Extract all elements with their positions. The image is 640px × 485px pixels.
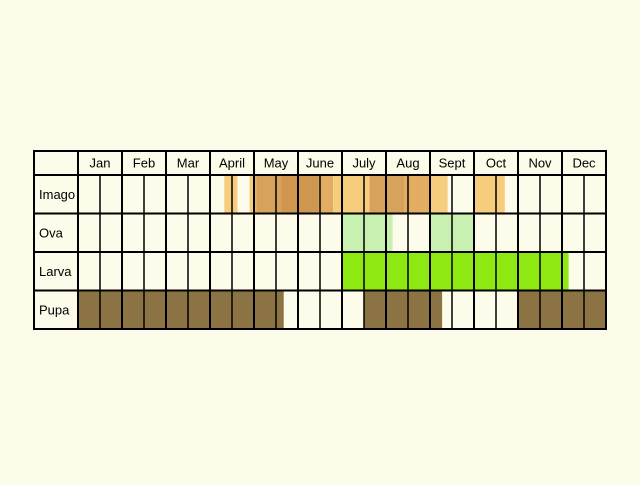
month-header-aug: Aug xyxy=(396,156,419,171)
month-header-nov: Nov xyxy=(528,156,552,171)
row-label-larva: Larva xyxy=(39,264,72,279)
imago-period-bar xyxy=(474,175,505,214)
row-label-pupa: Pupa xyxy=(39,302,70,317)
month-header-july: July xyxy=(352,156,376,171)
imago-period-bar xyxy=(318,175,334,214)
imago-period-bar xyxy=(224,175,238,214)
imago-period-bar xyxy=(255,175,257,214)
imago-period-bar xyxy=(281,175,319,214)
month-header-dec: Dec xyxy=(572,156,596,171)
month-header-sept: Sept xyxy=(439,156,466,171)
table-labels: Jan Feb Mar April May June July Aug Sept Oct Nov De… xyxy=(39,156,596,318)
imago-period-bar xyxy=(256,175,282,214)
month-header-june: June xyxy=(306,156,334,171)
row-label-imago: Imago xyxy=(39,187,75,202)
imago-period-bar xyxy=(430,175,448,214)
month-header-mar: Mar xyxy=(177,156,200,171)
month-header-april: April xyxy=(219,156,245,171)
month-header-oct: Oct xyxy=(486,156,507,171)
row-label-ova: Ova xyxy=(39,225,64,240)
imago-period-bar xyxy=(402,175,404,214)
larva-period-bar xyxy=(342,252,569,291)
month-header-may: May xyxy=(264,156,289,171)
ova-period-bar xyxy=(342,213,393,252)
month-header-feb: Feb xyxy=(133,156,155,171)
imago-period-bar xyxy=(249,175,256,214)
pupa-period-bar xyxy=(78,290,284,329)
table-grid xyxy=(33,150,607,330)
month-header-jan: Jan xyxy=(90,156,111,171)
